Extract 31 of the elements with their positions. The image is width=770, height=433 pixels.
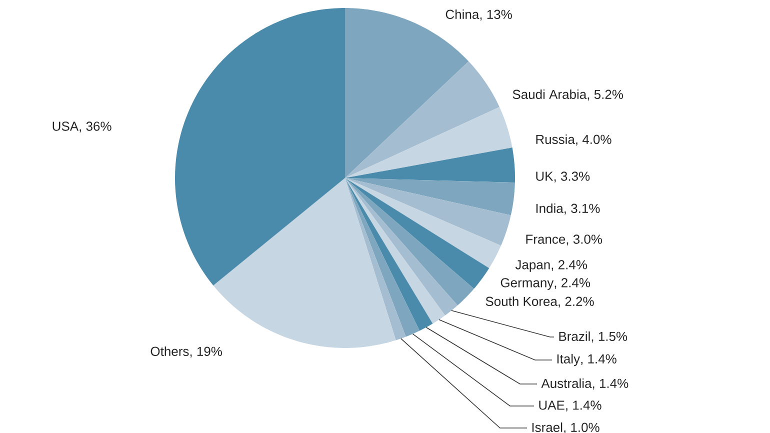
slice-label: Brazil bbox=[559, 331, 590, 342]
data-label: , 3.1% bbox=[564, 204, 600, 215]
slice-label: India bbox=[536, 203, 564, 214]
slice-label: Saudi Arabia bbox=[512, 89, 587, 100]
data-label: , 1.4% bbox=[581, 354, 616, 366]
slice-label: Russia bbox=[536, 134, 575, 144]
slice-label: Italy bbox=[557, 354, 580, 366]
slice-label: France bbox=[526, 234, 566, 244]
data-label: , 1.4% bbox=[566, 400, 602, 412]
slice-label: Others bbox=[150, 346, 189, 356]
slice-label: Germany bbox=[500, 278, 554, 290]
data-label: , 2.2% bbox=[558, 296, 594, 308]
data-label: , 13% bbox=[480, 10, 512, 21]
slice-label: China bbox=[446, 9, 480, 20]
data-label: , 19% bbox=[190, 346, 222, 358]
data-label: , 3.0% bbox=[566, 234, 602, 246]
data-label: , 4.0% bbox=[576, 134, 612, 146]
data-label: , 1.4% bbox=[592, 378, 628, 390]
slice-label: UAE bbox=[539, 400, 564, 410]
data-label: , 5.2% bbox=[588, 90, 624, 101]
data-label: , 1.5% bbox=[592, 332, 628, 343]
data-label: , 2.4% bbox=[554, 278, 590, 289]
slice-label: Israel bbox=[532, 422, 562, 432]
data-label: , 36% bbox=[80, 122, 112, 132]
slice-label: UK bbox=[536, 172, 554, 181]
slice-label: USA bbox=[52, 122, 79, 131]
data-label: , 3.3% bbox=[554, 172, 590, 182]
data-label: , 2.4% bbox=[552, 260, 587, 271]
slice-label: Australia bbox=[541, 378, 592, 388]
slice-label: Japan bbox=[515, 260, 550, 272]
slice-label: South Korea bbox=[486, 296, 558, 306]
